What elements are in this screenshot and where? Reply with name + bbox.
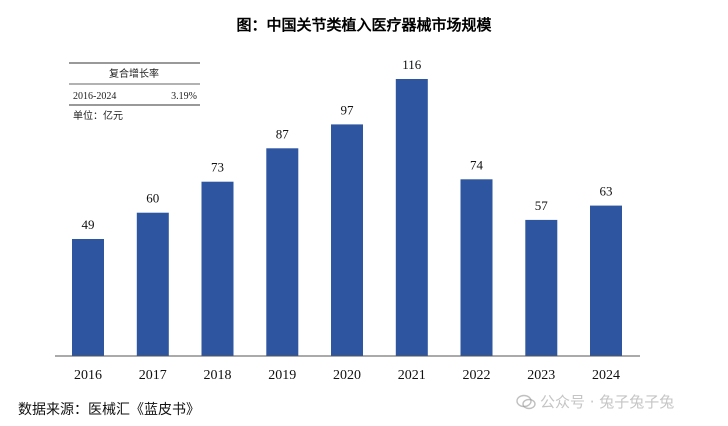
watermark: 公众号 · 兔子兔子兔 bbox=[516, 391, 674, 412]
x-tick-2021: 2021 bbox=[398, 368, 426, 383]
bar-2020 bbox=[331, 124, 363, 357]
value-label-2024: 63 bbox=[600, 184, 613, 199]
x-tick-2024: 2024 bbox=[592, 368, 620, 383]
bar-2017 bbox=[136, 212, 169, 356]
cagr-period: 2016-2024 bbox=[73, 91, 116, 102]
x-tick-2019: 2019 bbox=[268, 368, 296, 383]
x-tick-2020: 2020 bbox=[333, 368, 361, 383]
value-label-2017: 60 bbox=[146, 191, 159, 206]
value-label-2022: 74 bbox=[470, 157, 484, 172]
bar-2023 bbox=[525, 219, 558, 356]
cagr-header: 复合增长率 bbox=[109, 67, 159, 80]
x-tick-2018: 2018 bbox=[204, 368, 232, 383]
value-label-2018: 73 bbox=[211, 160, 224, 175]
x-tick-2016: 2016 bbox=[74, 368, 102, 383]
x-tick-2023: 2023 bbox=[527, 368, 555, 383]
bar-2022 bbox=[460, 179, 493, 356]
bar-2019 bbox=[266, 148, 299, 357]
watermark-text: 公众号 · 兔子兔子兔 bbox=[540, 393, 675, 411]
bars-group: 49 2016 60 2017 73 2018 87 2019 97 2020 116 2021 74 2… bbox=[72, 57, 622, 383]
value-label-2016: 49 bbox=[82, 217, 95, 232]
value-label-2021: 116 bbox=[402, 57, 422, 72]
bar-2024 bbox=[590, 205, 622, 356]
x-tick-2017: 2017 bbox=[139, 368, 167, 383]
wechat-icon bbox=[516, 394, 536, 409]
value-label-2020: 97 bbox=[341, 102, 355, 117]
unit-label: 单位：亿元 bbox=[73, 109, 123, 122]
value-label-2023: 57 bbox=[535, 198, 549, 213]
bar-2016 bbox=[72, 239, 104, 356]
cagr-table: 复合增长率 2016-2024 3.19% bbox=[69, 62, 200, 106]
bar-2021 bbox=[395, 79, 428, 356]
x-tick-2022: 2022 bbox=[463, 368, 491, 383]
bar-2018 bbox=[201, 181, 234, 356]
cagr-rate: 3.19% bbox=[171, 91, 197, 102]
source-note: 数据来源：医械汇《蓝皮书》 bbox=[18, 402, 200, 418]
chart-title: 图：中国关节类植入医疗器械市场规模 bbox=[236, 16, 492, 34]
value-label-2019: 87 bbox=[276, 126, 290, 141]
